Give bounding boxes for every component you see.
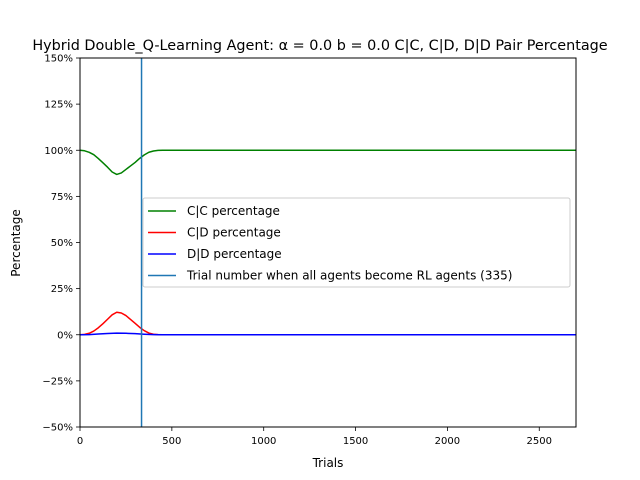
y-tick-label: 150% <box>44 54 73 65</box>
series-line-cd <box>80 311 576 336</box>
series-line-cc <box>80 149 576 176</box>
y-tick-label: 25% <box>51 284 73 295</box>
y-tick-label: 0% <box>57 330 73 341</box>
series-line-dd <box>80 332 576 336</box>
legend: C|C percentage C|D percentage D|D percenta… <box>142 197 571 288</box>
x-tick-label: 2500 <box>527 436 552 447</box>
chart-title: Hybrid Double_Q-Learning Agent: α = 0.0 … <box>32 38 607 54</box>
legend-label: D|D percentage <box>187 247 282 261</box>
y-tick-label: 125% <box>44 100 73 111</box>
x-tick-label: 1500 <box>343 436 368 447</box>
legend-label: Trial number when all agents become RL a… <box>186 269 512 283</box>
x-tick-label: 0 <box>77 436 83 447</box>
y-tick-label: −50% <box>42 423 73 434</box>
y-tick-label: 50% <box>51 238 73 249</box>
y-tick-label: 75% <box>51 192 73 203</box>
x-tick-label: 500 <box>162 436 181 447</box>
y-tick-label: 100% <box>44 146 73 157</box>
x-tick-label: 2000 <box>435 436 460 447</box>
legend-label: C|D percentage <box>187 226 281 240</box>
x-axis-label: Trials <box>312 456 344 470</box>
x-tick-label: 1000 <box>251 436 276 447</box>
y-axis-label: Percentage <box>9 209 23 277</box>
legend-label: C|C percentage <box>187 204 280 218</box>
x-axis: 0 500 1000 1500 2000 2500 <box>77 427 552 447</box>
legend-box <box>142 197 571 288</box>
y-axis: −50% −25% 0% 25% 50% 75% 100% 125% 150% <box>42 54 80 434</box>
y-tick-label: −25% <box>42 376 73 387</box>
